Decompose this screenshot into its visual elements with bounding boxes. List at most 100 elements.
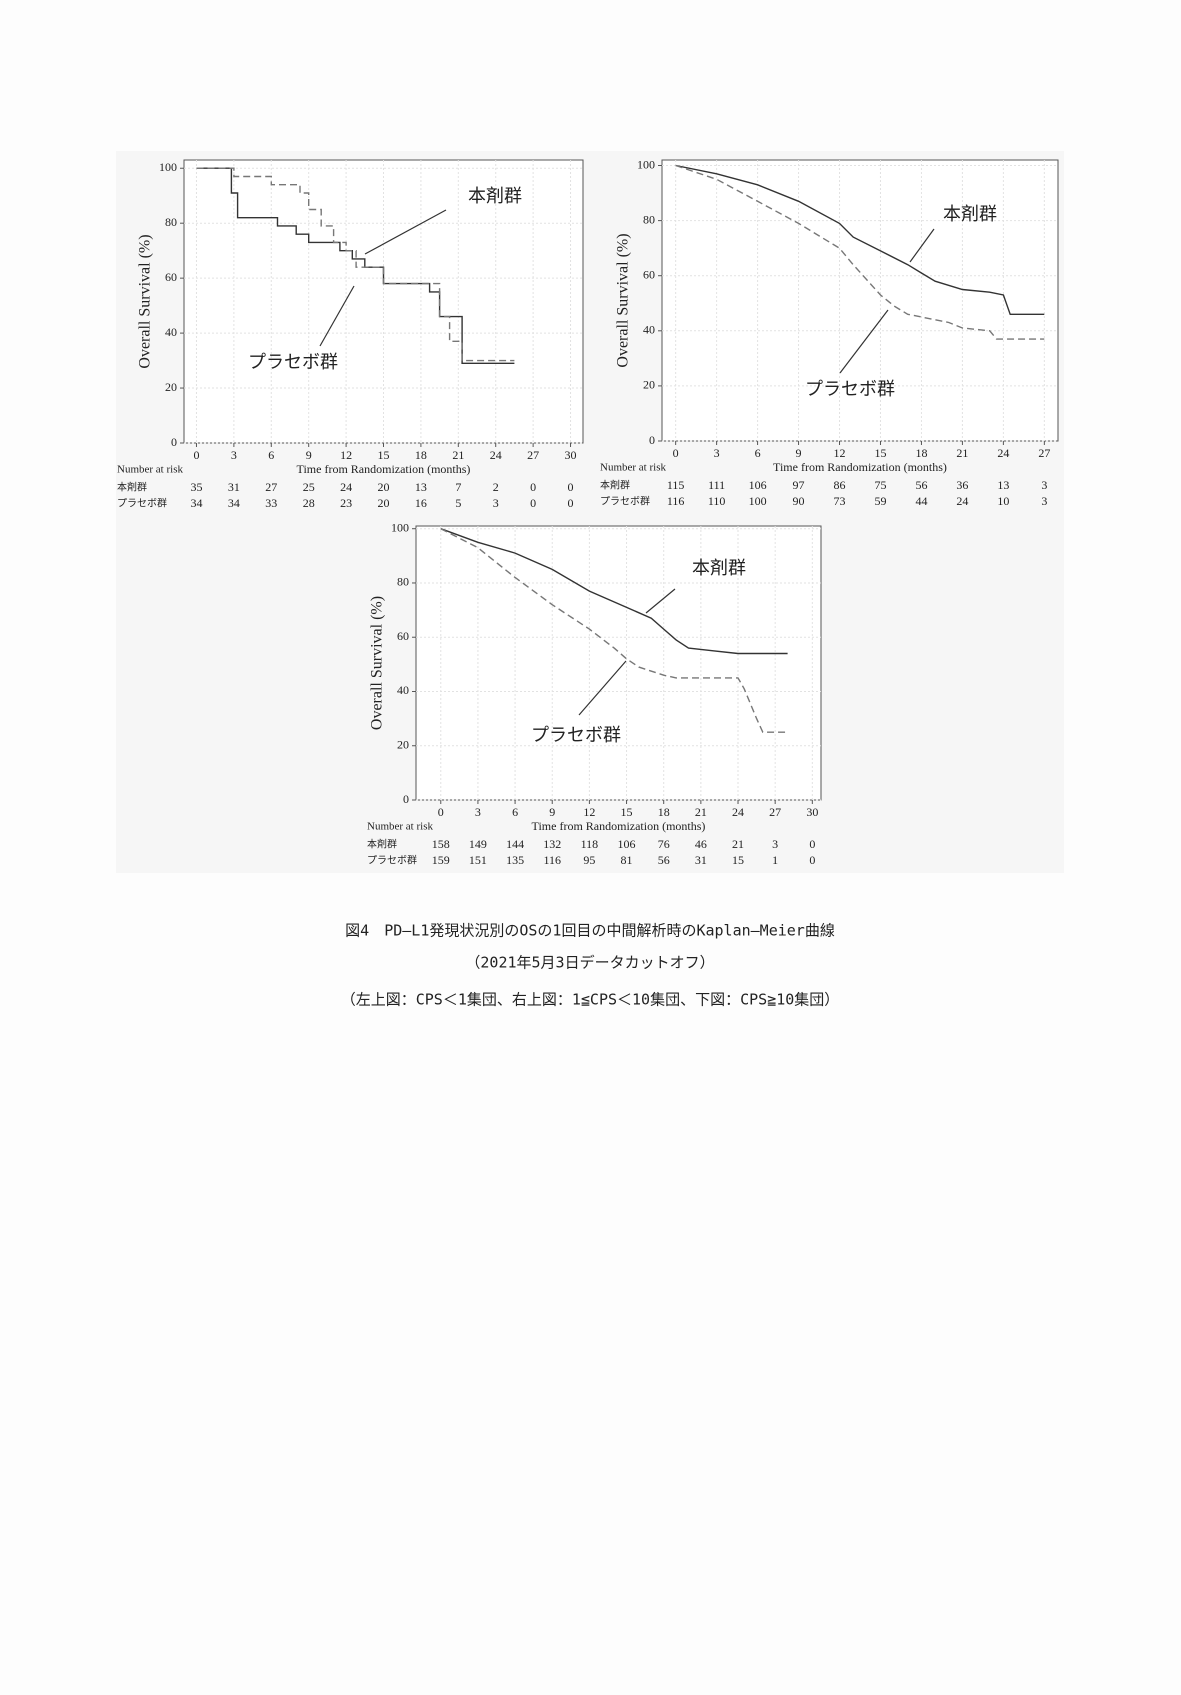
legend-label: 本剤群 bbox=[468, 186, 522, 206]
survival-curve bbox=[440, 528, 788, 733]
risk-count: 20 bbox=[378, 496, 390, 510]
risk-count: 76 bbox=[658, 837, 670, 851]
risk-count: 3 bbox=[772, 837, 778, 851]
risk-count: 24 bbox=[956, 494, 968, 508]
y-tick-label: 100 bbox=[637, 157, 655, 171]
x-tick-label: 24 bbox=[732, 805, 744, 819]
risk-count: 158 bbox=[432, 837, 450, 851]
risk-count: 81 bbox=[621, 853, 633, 867]
x-tick-label: 30 bbox=[565, 448, 577, 462]
x-tick-label: 18 bbox=[658, 805, 670, 819]
risk-count: 0 bbox=[809, 853, 815, 867]
risk-count: 135 bbox=[506, 853, 524, 867]
legend-label: プラセボ群 bbox=[805, 379, 895, 399]
x-tick-label: 12 bbox=[583, 805, 595, 819]
risk-row-label: 本剤群 bbox=[367, 837, 397, 850]
risk-count: 3 bbox=[493, 496, 499, 510]
risk-count: 118 bbox=[581, 837, 599, 851]
survival-curve bbox=[675, 164, 1045, 340]
x-tick-label: 30 bbox=[806, 805, 818, 819]
risk-count: 86 bbox=[834, 478, 846, 492]
x-tick-label: 6 bbox=[755, 446, 761, 460]
risk-count: 0 bbox=[809, 837, 815, 851]
x-tick-label: 27 bbox=[1038, 446, 1050, 460]
x-tick-label: 18 bbox=[915, 446, 927, 460]
risk-count: 3 bbox=[1041, 478, 1047, 492]
risk-row-label: プラセボ群 bbox=[117, 496, 167, 509]
risk-count: 0 bbox=[530, 496, 536, 510]
y-tick-label: 80 bbox=[643, 212, 655, 226]
y-tick-label: 80 bbox=[165, 215, 177, 229]
risk-count: 31 bbox=[228, 480, 240, 494]
risk-count: 132 bbox=[543, 837, 561, 851]
x-tick-label: 12 bbox=[834, 446, 846, 460]
risk-count: 116 bbox=[543, 853, 561, 867]
y-tick-label: 40 bbox=[397, 683, 409, 697]
risk-count: 90 bbox=[793, 494, 805, 508]
risk-count: 34 bbox=[190, 496, 202, 510]
risk-count: 16 bbox=[415, 496, 427, 510]
y-axis-title: Overall Survival (%) bbox=[137, 234, 154, 368]
x-tick-label: 27 bbox=[527, 448, 539, 462]
y-tick-label: 40 bbox=[165, 325, 177, 339]
legend-label: プラセボ群 bbox=[248, 352, 338, 372]
risk-count: 36 bbox=[956, 478, 968, 492]
risk-count: 115 bbox=[667, 478, 685, 492]
x-tick-label: 27 bbox=[769, 805, 781, 819]
annotation-arrow bbox=[839, 309, 889, 374]
risk-count: 73 bbox=[834, 494, 846, 508]
y-tick-label: 0 bbox=[403, 792, 409, 806]
risk-count: 15 bbox=[732, 853, 744, 867]
x-tick-label: 9 bbox=[306, 448, 312, 462]
legend-label: 本剤群 bbox=[692, 558, 746, 578]
risk-count: 13 bbox=[997, 478, 1009, 492]
plot-area bbox=[661, 159, 1059, 442]
caption-line: （左上図：CPS＜1集団、右上図：1≦CPS＜10集団、下図：CPS≧10集団） bbox=[341, 991, 840, 1009]
risk-count: 5 bbox=[455, 496, 461, 510]
survival-curve bbox=[675, 164, 1045, 315]
x-tick-label: 0 bbox=[193, 448, 199, 462]
x-tick-label: 0 bbox=[673, 446, 679, 460]
plot-area bbox=[415, 525, 822, 801]
risk-count: 46 bbox=[695, 837, 707, 851]
risk-table-title: Number at risk bbox=[117, 464, 183, 476]
risk-count: 110 bbox=[708, 494, 726, 508]
risk-count: 100 bbox=[749, 494, 767, 508]
x-tick-label: 3 bbox=[475, 805, 481, 819]
risk-count: 116 bbox=[667, 494, 685, 508]
risk-count: 59 bbox=[874, 494, 886, 508]
y-tick-label: 20 bbox=[397, 737, 409, 751]
risk-count: 75 bbox=[874, 478, 886, 492]
risk-count: 34 bbox=[228, 496, 240, 510]
survival-curve bbox=[196, 167, 515, 362]
y-tick-label: 100 bbox=[391, 520, 409, 534]
risk-count: 95 bbox=[583, 853, 595, 867]
x-tick-label: 15 bbox=[621, 805, 633, 819]
y-tick-label: 80 bbox=[397, 575, 409, 589]
risk-count: 24 bbox=[340, 480, 352, 494]
caption-line: （2021年5月3日データカットオフ） bbox=[465, 954, 714, 972]
risk-table-title: Number at risk bbox=[367, 821, 433, 833]
x-tick-label: 15 bbox=[874, 446, 886, 460]
risk-count: 44 bbox=[915, 494, 927, 508]
risk-count: 151 bbox=[469, 853, 487, 867]
risk-count: 31 bbox=[695, 853, 707, 867]
x-axis-title: Time from Randomization (months) bbox=[297, 462, 471, 476]
y-tick-label: 40 bbox=[643, 323, 655, 337]
risk-count: 33 bbox=[265, 496, 277, 510]
annotation-arrow bbox=[364, 209, 447, 255]
y-tick-label: 0 bbox=[171, 435, 177, 449]
risk-count: 0 bbox=[530, 480, 536, 494]
x-tick-label: 21 bbox=[956, 446, 968, 460]
x-tick-label: 24 bbox=[490, 448, 502, 462]
risk-count: 28 bbox=[303, 496, 315, 510]
risk-count: 106 bbox=[618, 837, 636, 851]
x-tick-label: 21 bbox=[452, 448, 464, 462]
annotation-arrow bbox=[909, 228, 935, 263]
x-tick-label: 0 bbox=[438, 805, 444, 819]
x-tick-label: 21 bbox=[695, 805, 707, 819]
risk-count: 106 bbox=[749, 478, 767, 492]
annotation-arrow bbox=[319, 285, 355, 347]
